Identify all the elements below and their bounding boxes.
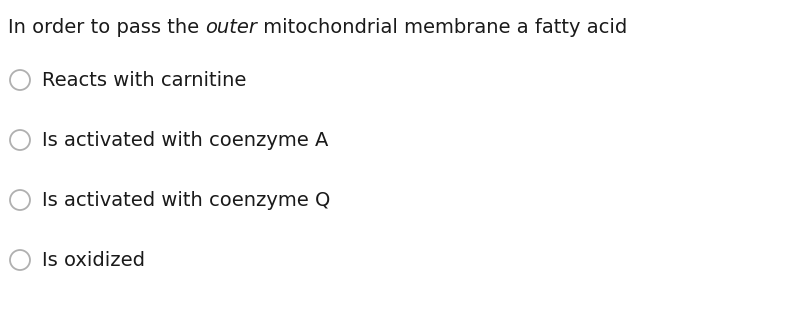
Text: Is activated with coenzyme Q: Is activated with coenzyme Q <box>42 191 330 210</box>
Circle shape <box>10 250 30 270</box>
Text: Reacts with carnitine: Reacts with carnitine <box>42 71 246 90</box>
Text: mitochondrial membrane a fatty acid: mitochondrial membrane a fatty acid <box>257 18 626 37</box>
Circle shape <box>10 70 30 90</box>
Text: Is activated with coenzyme A: Is activated with coenzyme A <box>42 130 328 149</box>
Text: Is oxidized: Is oxidized <box>42 251 145 270</box>
Circle shape <box>10 190 30 210</box>
Text: outer: outer <box>205 18 257 37</box>
Circle shape <box>10 130 30 150</box>
Text: In order to pass the: In order to pass the <box>8 18 205 37</box>
